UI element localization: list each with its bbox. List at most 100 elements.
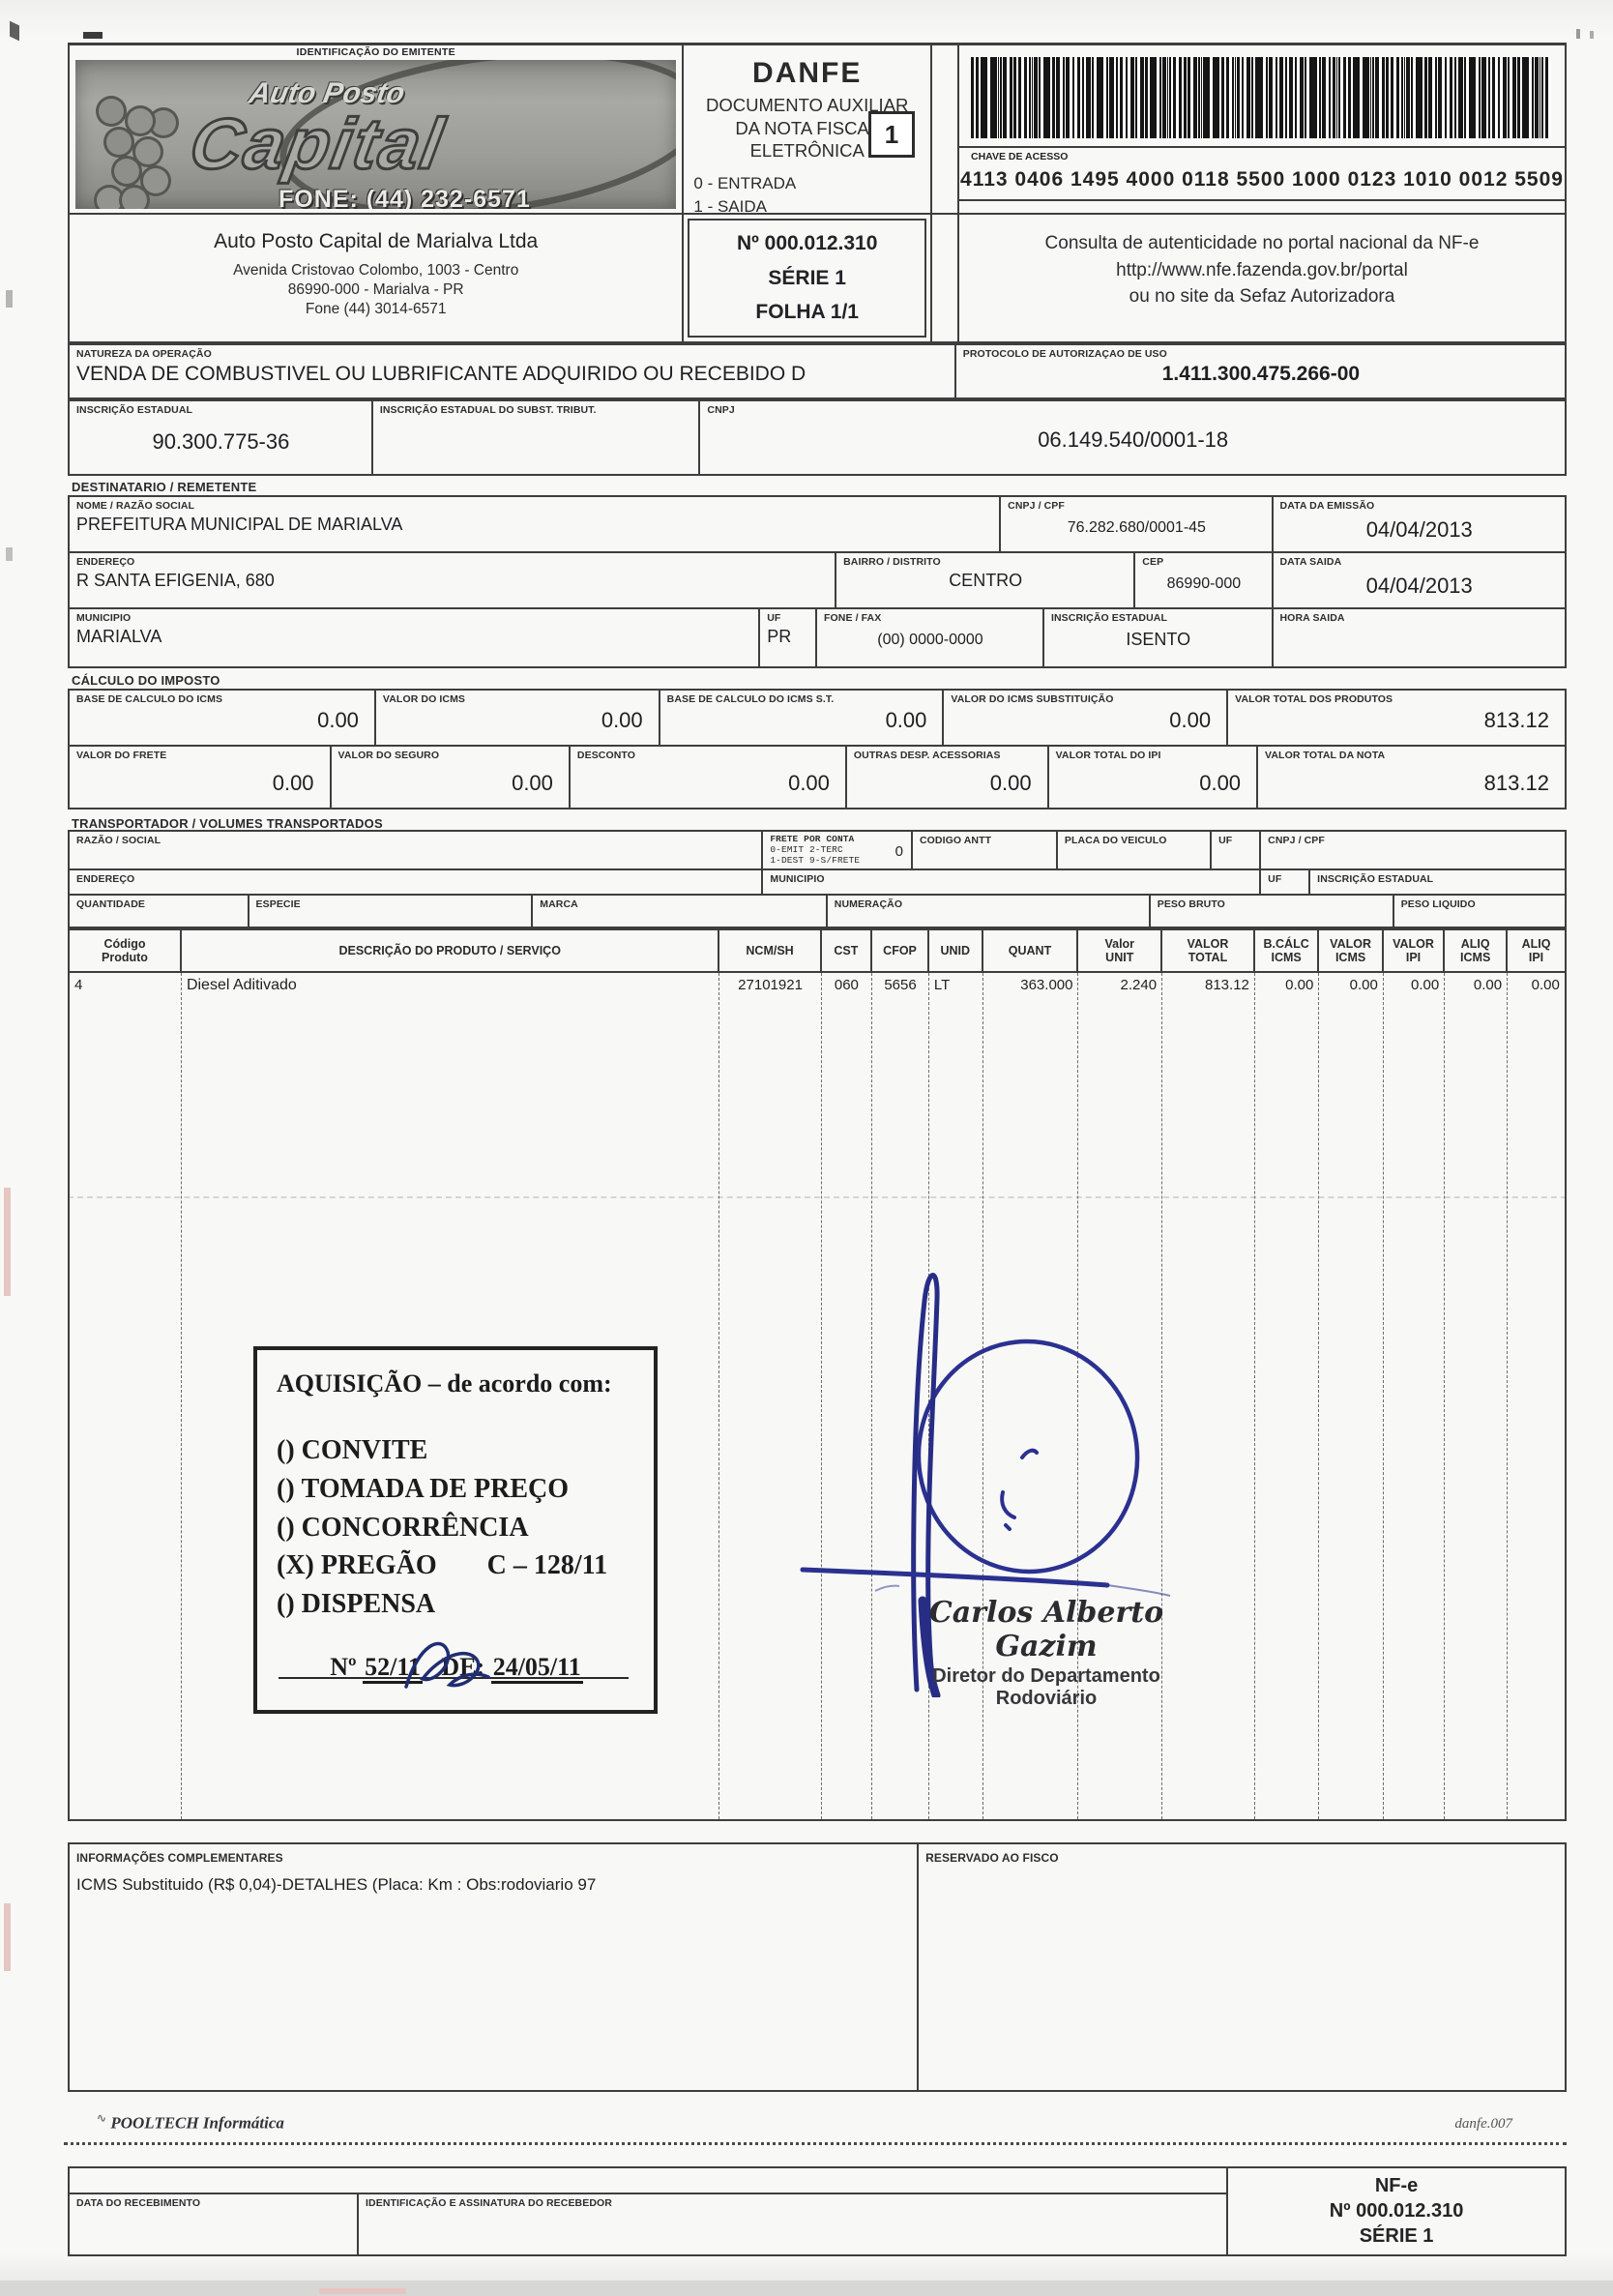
scan-fold-line [68,1196,1567,1198]
barcode-box: CHAVE DE ACESSO 4113 0406 1495 4000 0118… [932,45,1565,213]
product-table-header: Código Produto DESCRIÇÃO DO PRODUTO / SE… [68,928,1567,973]
dest-endereco-value: R SANTA EFIGENIA, 680 [76,571,275,591]
chave-acesso-label: CHAVE DE ACESSO [971,151,1069,162]
dest-saida-value: 04/04/2013 [1365,574,1473,599]
nf-serie: SÉRIE 1 [768,266,846,289]
signer-role-line-1: Diretor do Departamento [932,1665,1160,1687]
signer-stamp: Carlos Alberto Gazim Diretor do Departam… [882,1596,1211,1710]
natureza-value: VENDA DE COMBUSTIVEL OU LUBRIFICANTE ADQ… [76,363,806,386]
protocolo-cell: PROTOCOLO DE AUTORIZAÇAO DE USO 1.411.30… [956,345,1565,397]
dest-cep-cell: CEP 86990-000 [1135,553,1274,607]
valor-total-nota-value: 813.12 [1483,771,1549,796]
dest-endereco-cell: ENDEREÇO R SANTA EFIGENIA, 680 [70,553,837,607]
transp-frete-label: FRETE POR CONTA [770,834,855,844]
product-row-valor-unit: 2.240 [1078,973,1163,1819]
valor-icms-value: 0.00 [601,708,643,733]
vendor-name: POOLTECH Informática [110,2113,284,2133]
transp-peso-liquido-cell: PESO LIQUIDO [1394,896,1565,927]
scan-artifact [319,2288,406,2294]
header-row-1: IDENTIFICAÇÃO DO EMITENTE Auto Posto Cap… [68,43,1567,216]
dest-nome-cell: NOME / RAZÃO SOCIAL PREFEITURA MUNICIPAL… [70,497,1002,551]
transp-uf2-label: UF [1268,873,1282,885]
transp-frete-line-2: 1-DEST 9-S/FRETE [770,854,861,866]
transp-marca-label: MARCA [540,898,578,910]
dest-endereco-label: ENDEREÇO [76,556,135,568]
dest-ie-value: ISENTO [1126,630,1191,650]
col-header-aliq-icms: ALIQ ICMS [1445,930,1509,971]
col-header-descricao: DESCRIÇÃO DO PRODUTO / SERVIÇO [182,930,720,971]
dest-hora-cell: HORA SAIDA [1274,609,1565,666]
dest-ie-cell: INSCRIÇÃO ESTADUAL ISENTO [1044,609,1274,666]
col-header-bcalc-icms: B.CÁLC ICMS [1255,930,1320,971]
valor-total-produtos-cell: VALOR TOTAL DOS PRODUTOS 813.12 [1228,691,1565,745]
valor-frete-cell: VALOR DO FRETE 0.00 [70,747,332,808]
transportador-row-3: QUANTIDADE ESPECIE MARCA NUMERAÇÃO PESO … [68,896,1567,928]
nf-number-inner: Nº 000.012.310 SÉRIE 1 FOLHA 1/1 [688,219,927,338]
danfe-title: DANFE [752,57,863,89]
danfe-entrada-label: 0 - ENTRADA [693,174,797,193]
dest-cnpj-value: 76.282.680/0001-45 [1067,519,1206,537]
inscricao-estadual-label: INSCRIÇÃO ESTADUAL [76,404,193,416]
transp-especie-label: ESPECIE [255,898,301,910]
transp-uf-label: UF [1218,835,1233,846]
col-header-quant: QUANT [983,930,1079,971]
danfe-subtitle: DOCUMENTO AUXILIAR DA NOTA FISCAL ELETRÔ… [706,95,909,162]
stamp-item-label: TOMADA DE PREÇO [301,1473,570,1504]
stamp-item-convite: () CONVITE [277,1431,636,1470]
base-icms-st-cell: BASE DE CALCULO DO ICMS S.T. 0.00 [660,691,945,745]
transp-marca-cell: MARCA [533,896,828,927]
valor-icms-subst-cell: VALOR DO ICMS SUBSTITUIÇÃO 0.00 [944,691,1229,745]
protocolo-value: 1.411.300.475.266-00 [1161,363,1361,386]
signer-name: Carlos Alberto Gazim [928,1596,1164,1663]
nf-folha: FOLHA 1/1 [755,301,859,324]
stamp-title: AQUISIÇÃO – de acordo com: [277,1369,612,1398]
valor-ipi-cell: VALOR TOTAL DO IPI 0.00 [1049,747,1259,808]
outras-despesas-value: 0.00 [989,771,1032,796]
valor-frete-label: VALOR DO FRETE [76,750,167,761]
assinatura-recebedor-label: IDENTIFICAÇÃO E ASSINATURA DO RECEBEDOR [366,2197,612,2209]
nf-numero: Nº 000.012.310 [736,231,878,254]
informacoes-row: INFORMAÇÕES COMPLEMENTARES ICMS Substitu… [68,1842,1567,2092]
stamp-date-value: 24/05/11 [490,1652,583,1684]
product-row-quant: 363.000 [983,973,1079,1819]
valor-total-produtos-value: 813.12 [1483,708,1549,733]
checkbox-mark: () [277,1473,295,1504]
canhoto-top-strip [70,2168,1227,2194]
col-header-unid: UNID [929,930,983,971]
transportador-row-2: ENDEREÇO MUNICIPIO UF INSCRIÇÃO ESTADUAL [68,870,1567,896]
cnpj-emitente-cell: CNPJ 06.149.540/0001-18 [700,401,1565,474]
data-recebimento-cell: DATA DO RECEBIMENTO [70,2194,360,2254]
dest-cnpj-label: CNPJ / CPF [1008,500,1065,512]
data-recebimento-label: DATA DO RECEBIMENTO [76,2197,201,2209]
dest-fone-cell: FONE / FAX (00) 0000-0000 [817,609,1044,666]
header-row-2: Auto Posto Capital de Marialva Ltda Aven… [68,215,1567,343]
dest-uf-label: UF [767,612,781,624]
product-table-body: 4 Diesel Aditivado 27101921 060 5656 LT … [68,973,1567,1821]
logo-brand-main: Capital [183,103,452,186]
dest-nome-label: NOME / RAZÃO SOCIAL [76,500,195,512]
squiggle-icon: ∿ [97,2111,107,2125]
emitente-logo: Auto Posto Capital FONE: (44) 232-6571 [75,60,677,209]
transp-uf2-cell: UF [1261,870,1311,894]
valor-icms-cell: VALOR DO ICMS 0.00 [376,691,660,745]
inscricao-subst-cell: INSCRIÇÃO ESTADUAL DO SUBST. TRIBUT. [373,401,701,474]
canhoto-stub: DATA DO RECEBIMENTO IDENTIFICAÇÃO E ASSI… [68,2166,1567,2256]
transp-peso-liquido-label: PESO LIQUIDO [1400,898,1476,910]
col-header-valor-ipi: VALOR IPI [1384,930,1446,971]
dest-municipio-value: MARIALVA [76,627,162,647]
scan-artifact [6,547,13,561]
danfe-tipo-box: 1 [868,111,916,158]
transp-municipio-cell: MUNICIPIO [763,870,1262,894]
stamp-item-dispensa: () DISPENSA [277,1585,636,1624]
canhoto-left-area: DATA DO RECEBIMENTO IDENTIFICAÇÃO E ASSI… [70,2168,1229,2254]
transp-cnpj-label: CNPJ / CPF [1268,835,1325,846]
product-row-cst: 060 [822,973,873,1819]
dest-emissao-label: DATA DA EMISSÃO [1279,500,1375,512]
inscricao-estadual-cell: INSCRIÇÃO ESTADUAL 90.300.775-36 [70,401,373,474]
checkbox-mark: () [277,1435,295,1465]
destinatario-row-3: MUNICIPIO MARIALVA UF PR FONE / FAX (00)… [68,609,1567,668]
col-header-ncm: NCM/SH [719,930,822,971]
base-icms-st-label: BASE DE CALCULO DO ICMS S.T. [666,693,835,705]
transp-cnpj-cell: CNPJ / CPF [1261,832,1565,868]
transp-razao-cell: RAZÃO / SOCIAL [70,832,764,868]
